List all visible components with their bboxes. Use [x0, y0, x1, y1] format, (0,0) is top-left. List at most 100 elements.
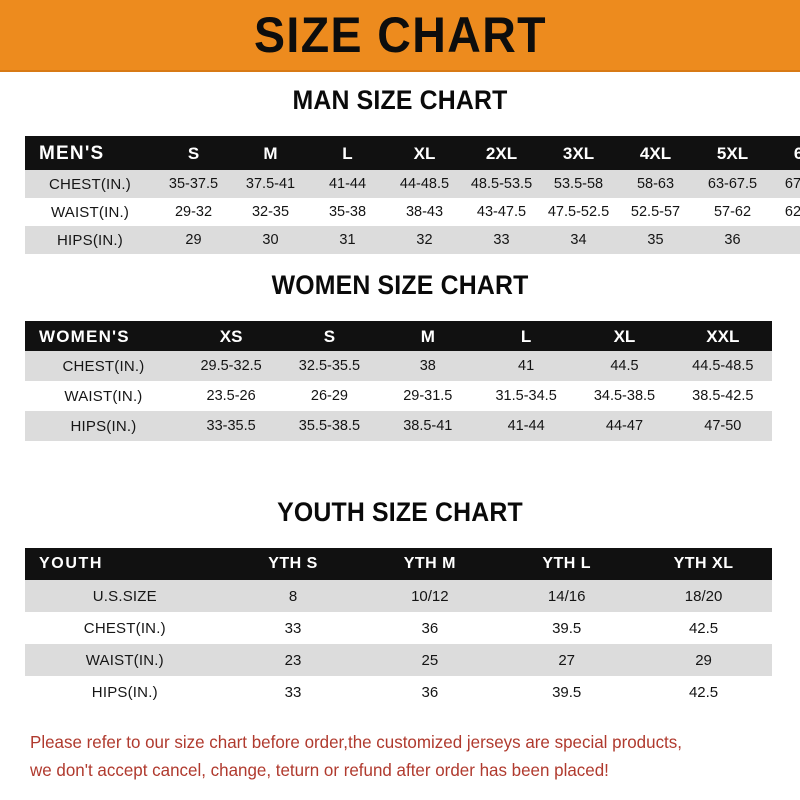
cell-value: 36: [421, 619, 439, 637]
cell-value: 10/12: [411, 587, 449, 605]
cell-value: 43-47.5: [476, 203, 527, 220]
cell-value: 29.5-32.5: [200, 357, 262, 374]
cell-value: 33: [284, 619, 302, 637]
column-header-2xl: 2XL: [485, 143, 518, 163]
row-label: CHEST(IN.): [49, 175, 131, 193]
cell-value: 35.5-38.5: [298, 417, 361, 434]
cell-value: 62-66.5: [784, 203, 800, 220]
cell-value: 39.5: [552, 619, 582, 637]
cell-value: 35-38: [328, 203, 367, 220]
cell-value: 35-37.5: [168, 175, 219, 192]
cell-value: 52.5-57: [630, 203, 681, 220]
cell-value: 32-35: [251, 203, 290, 220]
column-header-xl: XL: [613, 326, 636, 346]
banner: SIZE CHART: [0, 0, 800, 72]
youth-section-title: YOUTH SIZE CHART: [277, 497, 523, 527]
cell-value: 31: [339, 231, 356, 248]
cell-value: 23.5-26: [206, 387, 256, 404]
cell-value: 30: [262, 231, 279, 248]
cell-value: 37: [771, 226, 800, 254]
column-header-s: S: [187, 143, 200, 163]
cell-value: 57-62: [713, 203, 752, 220]
table-row: U.S.SIZE 8 10/12 14/16 18/20: [25, 580, 772, 612]
cell-value: 31.5-34.5: [495, 387, 557, 404]
column-header-6xl: 6XL: [793, 143, 800, 163]
men-s-header-row: MEN'S S M L XL 2XL 3XL 4XL 5XL 6XL: [25, 136, 800, 170]
cell-value: 8: [288, 587, 298, 605]
women-section-title: WOMEN SIZE CHART: [271, 270, 529, 300]
cell-value: 29: [695, 651, 712, 669]
table-row: CHEST(IN.) 33 36 39.5 42.5: [25, 612, 772, 644]
cell-value: 38.5-42.5: [692, 387, 754, 404]
cell-value: 41-44: [507, 417, 545, 434]
cell-value: 25: [421, 651, 439, 669]
cell-value: 29: [185, 231, 202, 248]
column-header-l: L: [342, 143, 353, 163]
cell-value: 47.5-52.5: [547, 203, 610, 220]
cell-value: 36: [421, 683, 439, 701]
column-header-3xl: 3XL: [562, 143, 595, 163]
youth-size-table: YOUTH YTH S YTH M YTH L YTH XL U.S.SIZE 8 10/12…: [25, 548, 772, 708]
cell-value: 38.5-41: [403, 417, 453, 434]
row-label: CHEST(IN.): [83, 619, 166, 637]
cell-value: 41-44: [328, 175, 367, 192]
table-row: CHEST(IN.) 35-37.5 37.5-41 41-44 44-48.5 48.5…: [25, 170, 800, 198]
cell-value: 47-50: [704, 417, 742, 434]
table-row: WAIST(IN.) 23.5-26 26-29 29-31.5 31.5-34.5 34…: [25, 381, 772, 411]
cell-value: 44-48.5: [399, 175, 450, 192]
table-row: CHEST(IN.) 29.5-32.5 32.5-35.5 38 41 44.5 44.5…: [25, 351, 772, 381]
row-label: WAIST(IN.): [50, 203, 130, 221]
men-size-table: MEN'S S M L XL 2XL 3XL 4XL 5XL 6XL CHEST(IN.) 35-37…: [25, 136, 800, 254]
cell-value: 44-47: [605, 417, 644, 434]
cell-value: 38-43: [405, 203, 444, 220]
row-label: HIPS(IN.): [57, 231, 123, 249]
cell-value: 23: [284, 651, 302, 669]
cell-value: 33-35.5: [206, 417, 256, 434]
column-header-xl: XL: [413, 143, 436, 163]
table-row: HIPS(IN.) 33-35.5 35.5-38.5 38.5-41 41-44 44-…: [25, 411, 772, 441]
column-header-5xl: 5XL: [716, 143, 749, 163]
cell-value: 32: [416, 231, 433, 248]
table-row: WAIST(IN.) 23 25 27 29: [25, 644, 772, 676]
disclaimer-note: Please refer to our size chart before or…: [30, 728, 756, 785]
table-row: WAIST(IN.) 29-32 32-35 35-38 38-43 43-47.5 47.…: [25, 198, 800, 226]
cell-value: 44.5-48.5: [692, 357, 754, 374]
column-header-xs: XS: [219, 326, 243, 346]
cell-value: 37.5-41: [245, 175, 296, 192]
column-header-yth-l: YTH L: [542, 555, 592, 572]
row-label: HIPS(IN.): [70, 417, 137, 435]
cell-value: 14/16: [547, 587, 586, 605]
cell-value: 35: [647, 231, 664, 248]
column-header-l: L: [520, 326, 532, 346]
table-row: HIPS(IN.) 33 36 39.5 42.5: [25, 676, 772, 708]
youth-header-row: YOUTH YTH S YTH M YTH L YTH XL: [25, 548, 772, 580]
cell-value: 38: [419, 357, 436, 374]
cell-value: 44.5: [610, 357, 639, 374]
cell-value: 67.5-72: [784, 175, 800, 192]
cell-value: 42.5: [688, 619, 719, 637]
disclaimer-line-1: Please refer to our size chart before or…: [30, 732, 682, 752]
cell-value: 29-32: [174, 203, 213, 220]
row-label: U.S.SIZE: [92, 587, 157, 605]
cell-value: 42.5: [688, 683, 719, 701]
cell-value: 34: [570, 231, 587, 248]
page-title: SIZE CHART: [253, 7, 547, 63]
column-header-m: M: [420, 326, 435, 346]
column-header-yth-m: YTH M: [403, 555, 456, 572]
row-label: WAIST(IN.): [64, 387, 143, 405]
cell-value: 58-63: [636, 175, 675, 192]
women-s-corner-label: WOMEN'S: [39, 326, 130, 346]
row-label: WAIST(IN.): [85, 651, 164, 669]
cell-value: 53.5-58: [553, 175, 604, 192]
column-header-m: M: [263, 143, 278, 163]
cell-value: 39.5: [552, 683, 582, 701]
column-header-yth-s: YTH S: [268, 555, 318, 572]
cell-value: 33: [284, 683, 302, 701]
men-s-corner-label: MEN'S: [39, 142, 105, 164]
column-header-4xl: 4XL: [639, 143, 672, 163]
row-label: CHEST(IN.): [62, 357, 145, 375]
cell-value: 48.5-53.5: [470, 175, 533, 192]
cell-value: 34.5-38.5: [593, 387, 656, 404]
women-size-table: WOMEN'S XS S M L XL XXL CHEST(IN.) 29.5-32.5 32.5…: [25, 321, 772, 441]
